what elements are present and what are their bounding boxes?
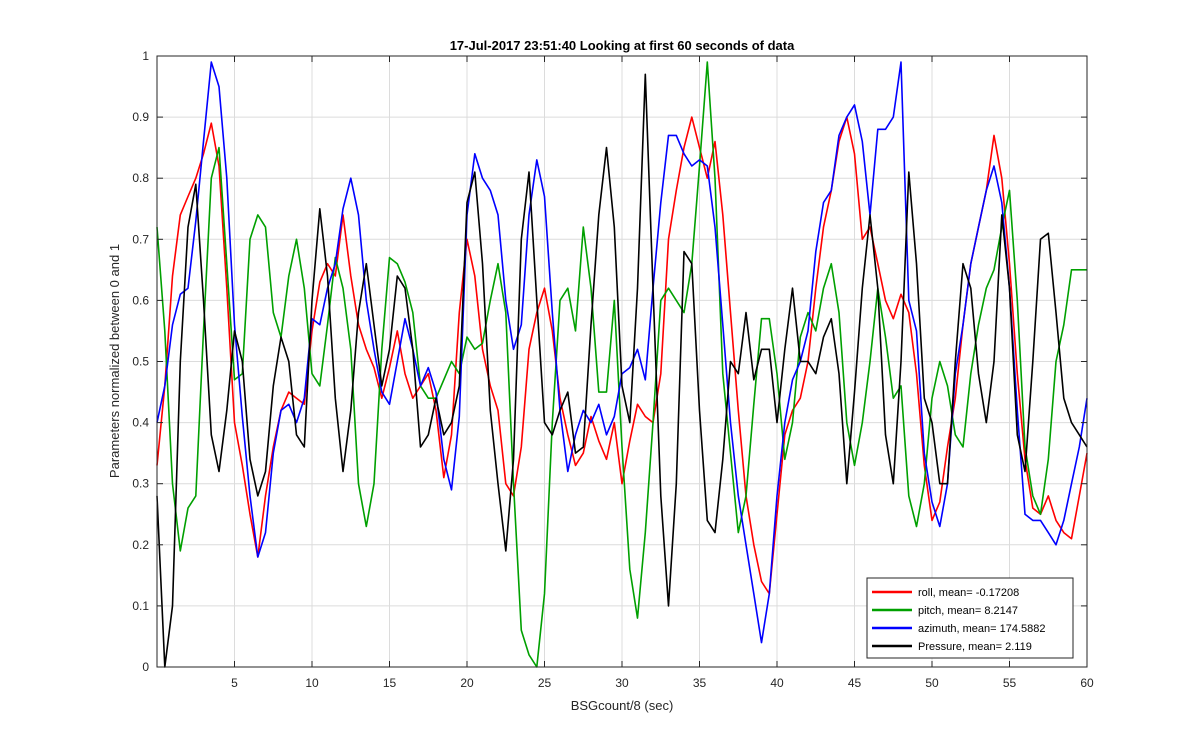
y-tick-label: 0.5 — [132, 355, 149, 369]
y-tick-label: 0.3 — [132, 477, 149, 491]
x-tick-label: 60 — [1080, 676, 1094, 690]
series-line-1 — [156, 116, 1088, 595]
x-tick-label: 5 — [231, 676, 238, 690]
x-tick-label: 20 — [460, 676, 474, 690]
x-tick-label: 10 — [305, 676, 319, 690]
x-tick-label: 45 — [848, 676, 862, 690]
y-axis-label: Parameters normalized between 0 and 1 — [107, 244, 122, 478]
x-tick-label: 40 — [770, 676, 784, 690]
series-line-4 — [156, 73, 1088, 668]
ticks — [157, 55, 1088, 668]
x-tick-label: 35 — [693, 676, 707, 690]
x-tick-label: 15 — [383, 676, 397, 690]
legend-label-4: Pressure, mean= 2.119 — [918, 641, 1032, 653]
y-tick-label: 0.9 — [132, 110, 149, 124]
y-tick-label: 0.1 — [132, 599, 149, 613]
y-tick-label: 0 — [142, 660, 149, 674]
x-tick-label: 30 — [615, 676, 629, 690]
chart-title: 17-Jul-2017 23:51:40 Looking at first 60… — [450, 38, 795, 53]
x-tick-label: 25 — [538, 676, 552, 690]
series-line-2 — [156, 61, 1087, 668]
tick-labels: 5 10 15 20 25 30 35 40 45 50 55 60 0 0.1 0.2 0.3 0.4 0.5 0… — [132, 49, 1094, 690]
y-tick-label: 0.6 — [132, 293, 149, 307]
legend: roll, mean= -0.17208 pitch, mean= 8.2147 a… — [866, 577, 1074, 659]
x-tick-label: 55 — [1003, 676, 1017, 690]
y-tick-label: 0.4 — [132, 416, 149, 430]
series-layer — [156, 61, 1088, 668]
y-tick-label: 0.2 — [132, 538, 149, 552]
x-tick-label: 50 — [925, 676, 939, 690]
grid — [157, 56, 1087, 667]
y-tick-label: 0.7 — [132, 232, 149, 246]
y-tick-label: 0.8 — [132, 171, 149, 185]
legend-label-1: roll, mean= -0.17208 — [918, 587, 1019, 599]
x-axis-label: BSGcount/8 (sec) — [571, 698, 674, 713]
legend-label-2: pitch, mean= 8.2147 — [918, 605, 1018, 617]
y-tick-label: 1 — [142, 49, 149, 63]
legend-label-3: azimuth, mean= 174.5882 — [918, 623, 1046, 635]
